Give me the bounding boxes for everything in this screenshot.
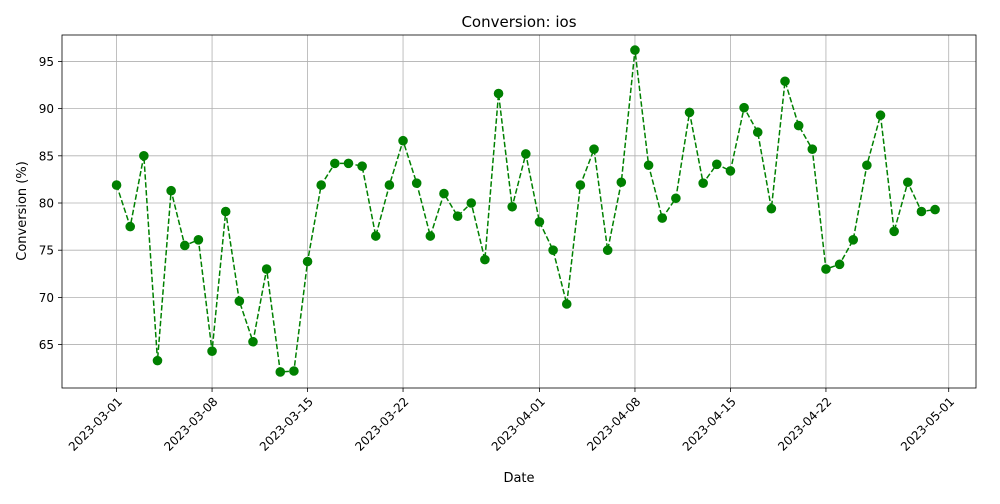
data-point bbox=[793, 120, 804, 131]
data-point bbox=[725, 166, 736, 176]
data-point bbox=[480, 254, 490, 265]
y-tick-label: 80 bbox=[39, 197, 54, 211]
data-point bbox=[889, 226, 899, 237]
data-point bbox=[807, 144, 818, 155]
data-point bbox=[357, 161, 367, 171]
data-point bbox=[179, 240, 190, 251]
x-tick-label: 2023-04-15 bbox=[680, 395, 739, 454]
x-tick-label: 2023-04-01 bbox=[489, 395, 548, 454]
data-point bbox=[862, 160, 872, 171]
data-point bbox=[712, 159, 722, 170]
data-point bbox=[275, 367, 286, 377]
data-point bbox=[452, 211, 463, 222]
data-point bbox=[616, 177, 627, 188]
data-point bbox=[930, 204, 940, 215]
data-point bbox=[166, 185, 176, 196]
x-tick-label: 2023-03-22 bbox=[352, 395, 411, 454]
data-point bbox=[602, 245, 613, 255]
data-point bbox=[698, 178, 708, 188]
data-point bbox=[207, 346, 217, 356]
y-tick-label: 85 bbox=[39, 149, 54, 163]
data-point bbox=[766, 203, 777, 214]
x-tick-label: 2023-04-22 bbox=[775, 395, 834, 454]
data-point bbox=[561, 299, 572, 309]
y-tick-label: 65 bbox=[39, 338, 54, 352]
data-point bbox=[248, 336, 258, 347]
x-tick-label: 2023-03-01 bbox=[66, 395, 125, 454]
data-point bbox=[534, 217, 545, 227]
data-point bbox=[493, 88, 504, 99]
data-point bbox=[302, 256, 313, 267]
data-point bbox=[152, 355, 163, 366]
data-point bbox=[439, 188, 449, 199]
series-ios bbox=[111, 45, 940, 377]
data-point bbox=[330, 158, 340, 169]
data-point bbox=[398, 135, 408, 146]
plot-frame bbox=[61, 34, 977, 389]
data-point bbox=[261, 264, 272, 274]
x-tick-label: 2023-05-01 bbox=[898, 395, 957, 454]
x-tick-label: 2023-03-15 bbox=[257, 395, 316, 454]
data-point bbox=[316, 180, 326, 190]
data-point bbox=[370, 231, 381, 241]
data-point bbox=[643, 160, 654, 171]
data-point bbox=[589, 144, 599, 155]
y-tick-label: 75 bbox=[39, 244, 54, 258]
data-point bbox=[111, 180, 122, 190]
data-point bbox=[752, 127, 763, 138]
x-axis-label: Date bbox=[503, 471, 534, 486]
data-point bbox=[657, 213, 668, 223]
data-point bbox=[521, 149, 531, 159]
grid bbox=[62, 35, 976, 388]
data-point bbox=[671, 193, 681, 204]
data-point bbox=[630, 45, 640, 55]
data-point bbox=[684, 107, 695, 118]
data-point bbox=[125, 221, 136, 232]
data-point bbox=[575, 180, 586, 190]
data-point bbox=[821, 264, 831, 274]
data-point bbox=[139, 151, 149, 161]
x-tick-label: 2023-04-08 bbox=[584, 395, 643, 454]
x-tick-label: 2023-03-08 bbox=[161, 395, 220, 454]
data-point bbox=[234, 296, 245, 306]
data-point bbox=[739, 102, 749, 113]
data-point bbox=[916, 206, 927, 217]
data-point bbox=[507, 201, 517, 212]
data-point bbox=[384, 180, 395, 190]
data-point bbox=[193, 235, 204, 245]
data-point bbox=[425, 231, 436, 241]
data-point bbox=[548, 245, 558, 255]
y-tick-label: 70 bbox=[39, 291, 54, 305]
data-point bbox=[848, 235, 859, 245]
data-point bbox=[780, 76, 790, 87]
data-point bbox=[411, 178, 422, 188]
data-point bbox=[834, 259, 845, 270]
axes: 65 70 75 80 85 90 95 2023-03-01 2023-03-08 2023-0… bbox=[39, 34, 977, 454]
data-point bbox=[466, 198, 477, 208]
y-tick-label: 90 bbox=[39, 102, 54, 116]
chart-title: Conversion: ios bbox=[461, 13, 576, 31]
y-axis-label: Conversion (%) bbox=[15, 161, 30, 261]
data-point bbox=[289, 366, 299, 376]
data-point bbox=[902, 177, 913, 188]
data-point bbox=[343, 158, 354, 169]
y-tick-label: 95 bbox=[39, 55, 54, 69]
data-point bbox=[875, 110, 886, 121]
data-point bbox=[220, 206, 231, 217]
series-line bbox=[115, 50, 936, 373]
